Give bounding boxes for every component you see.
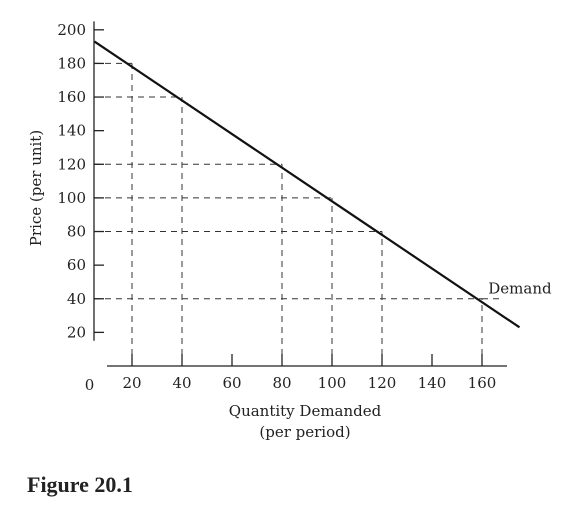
y-tick-label-120: 120 (57, 155, 86, 173)
y-tick-label-160: 160 (57, 88, 86, 106)
y-tick-label-180: 180 (57, 54, 86, 72)
figure-caption: Figure 20.1 (27, 472, 133, 497)
y-tick-label-100: 100 (57, 189, 86, 207)
guide-lines (94, 62, 502, 366)
series-line-demand (93, 40, 521, 329)
y-tick-label-60: 60 (67, 256, 86, 274)
series-group (93, 40, 521, 329)
x-axis-subtitle: (per period) (259, 423, 350, 441)
y-tick-label-200: 200 (57, 21, 86, 39)
x-tick-label-60: 60 (222, 374, 241, 392)
x-tick-label-20: 20 (122, 374, 141, 392)
tick-marks (94, 29, 483, 366)
x-axis-title: Quantity Demanded (229, 402, 382, 420)
x-tick-label-140: 140 (418, 374, 447, 392)
x-tick-label-120: 120 (368, 374, 397, 392)
y-tick-label-140: 140 (57, 122, 86, 140)
y-tick-label-80: 80 (67, 223, 86, 241)
y-tick-label-40: 40 (67, 290, 86, 308)
x-tick-label-160: 160 (468, 374, 497, 392)
origin-label: 0 (85, 376, 95, 394)
y-axis-title: Price (per unit) (27, 130, 45, 246)
axes (93, 21, 507, 367)
x-tick-label-100: 100 (318, 374, 347, 392)
series-label-demand: Demand (488, 280, 552, 298)
x-tick-label-40: 40 (172, 374, 191, 392)
x-tick-label-80: 80 (272, 374, 291, 392)
y-tick-label-20: 20 (67, 323, 86, 341)
tick-labels: 20 40 60 80 100 120 140 160 180 200 20 40 60 80 100 120… (57, 21, 496, 392)
